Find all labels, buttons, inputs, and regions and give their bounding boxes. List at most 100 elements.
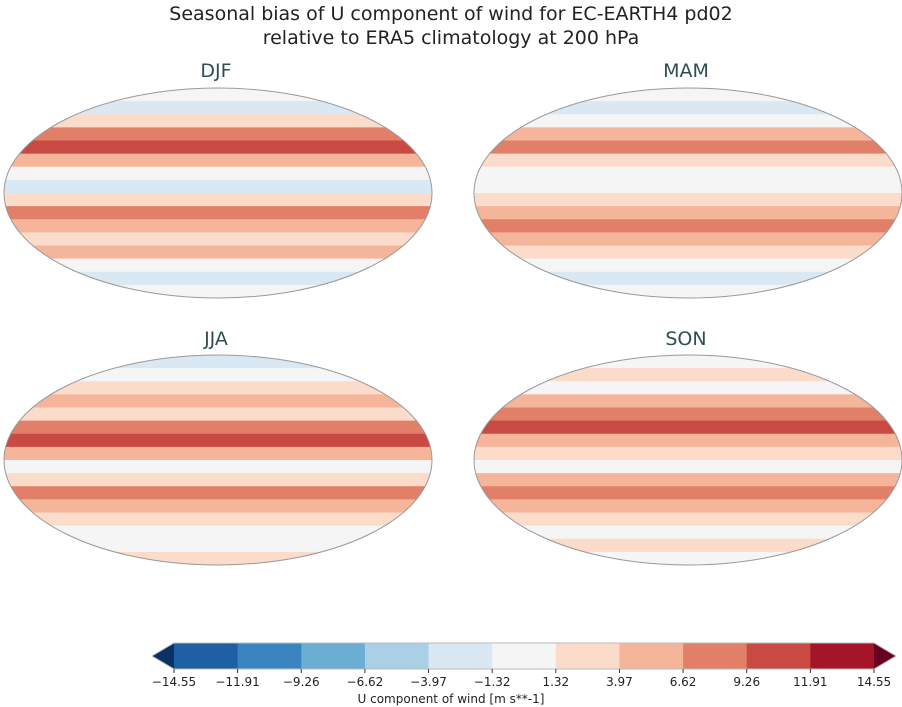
map-panel-jja: [3, 354, 433, 566]
wind-bias-band: [4, 232, 432, 247]
wind-bias-band: [4, 394, 432, 409]
colorbar-tick-label: −14.55: [151, 675, 197, 689]
colorbar-tick-label: 11.91: [793, 675, 828, 689]
wind-bias-band: [4, 258, 432, 273]
wind-bias-band: [4, 114, 432, 129]
wind-bias-band: [4, 512, 432, 527]
colorbar-segment: [746, 643, 811, 669]
wind-bias-band: [474, 512, 902, 527]
wind-bias-band: [474, 127, 902, 142]
colorbar-extend-high: [874, 643, 896, 669]
colorbar-segment: [683, 643, 748, 669]
wind-bias-band: [474, 460, 902, 475]
colorbar-tick-label: 9.26: [733, 675, 761, 689]
wind-bias-band: [4, 446, 432, 461]
wind-bias-band: [474, 446, 902, 461]
colorbar-extend-low: [152, 643, 174, 669]
wind-bias-band: [474, 499, 902, 514]
wind-bias-band: [474, 394, 902, 409]
wind-bias-band: [474, 271, 902, 286]
colorbar-tick-label: 14.55: [856, 675, 892, 689]
wind-bias-band: [4, 407, 432, 422]
wind-bias-band: [4, 368, 432, 383]
colorbar-segment: [619, 643, 684, 669]
wind-bias-band: [474, 245, 902, 260]
wind-bias-band: [4, 206, 432, 221]
colorbar-tick-label: −9.26: [282, 675, 320, 689]
wind-bias-band: [474, 525, 902, 540]
colorbar-tick-label: −6.62: [346, 675, 384, 689]
wind-bias-band: [474, 193, 902, 208]
map-boundary: [473, 87, 902, 299]
wind-bias-band: [474, 355, 902, 370]
wind-bias-band: [474, 232, 902, 247]
map-panel-son: [473, 354, 902, 566]
wind-bias-band: [4, 551, 432, 565]
colorbar-segment: [237, 643, 302, 669]
colorbar-tick-label: −11.91: [215, 675, 260, 689]
map-panel-mam: [473, 87, 902, 299]
wind-bias-band: [4, 179, 432, 194]
colorbar-tick-label: 3.97: [606, 675, 633, 689]
wind-bias-band: [474, 140, 902, 155]
colorbar-segment: [810, 643, 875, 669]
wind-bias-band: [4, 355, 432, 370]
wind-bias-band: [4, 525, 432, 540]
map-boundary: [3, 87, 433, 299]
wind-bias-band: [474, 88, 902, 103]
panel-label-mam: MAM: [663, 60, 709, 82]
map-boundary: [473, 354, 902, 566]
wind-bias-band: [474, 381, 902, 396]
wind-bias-band: [4, 460, 432, 475]
wind-bias-band: [4, 127, 432, 142]
wind-bias-band: [4, 140, 432, 155]
wind-bias-band: [4, 433, 432, 448]
wind-bias-band: [474, 258, 902, 273]
wind-bias-band: [474, 486, 902, 501]
wind-bias-band: [4, 88, 432, 103]
wind-bias-band: [4, 473, 432, 488]
wind-bias-band: [4, 486, 432, 501]
title-line-2: relative to ERA5 climatology at 200 hPa: [262, 27, 640, 49]
wind-bias-band: [4, 499, 432, 514]
wind-bias-band: [4, 153, 432, 168]
wind-bias-band: [474, 206, 902, 221]
colorbar-segment: [428, 643, 493, 669]
wind-bias-band: [474, 407, 902, 422]
wind-bias-band: [474, 551, 902, 565]
colorbar-tick-label: 1.32: [542, 675, 570, 689]
wind-bias-band: [474, 420, 902, 435]
panel-label-djf: DJF: [200, 60, 232, 82]
wind-bias-band: [474, 219, 902, 234]
title-line-1: Seasonal bias of U component of wind for…: [169, 3, 733, 25]
figure-title: Seasonal bias of U component of wind for…: [0, 2, 902, 50]
wind-bias-band: [474, 433, 902, 448]
map-panel-djf: [3, 87, 433, 299]
colorbar-tick-label: 6.62: [669, 675, 697, 689]
wind-bias-band: [4, 219, 432, 234]
colorbar-segment: [492, 643, 557, 669]
wind-bias-band: [4, 245, 432, 260]
wind-bias-band: [474, 538, 902, 553]
wind-bias-band: [474, 153, 902, 168]
wind-bias-band: [4, 271, 432, 286]
wind-bias-band: [474, 166, 902, 181]
map-boundary: [3, 354, 433, 566]
colorbar: [151, 642, 897, 673]
wind-bias-band: [4, 538, 432, 553]
wind-bias-band: [4, 166, 432, 181]
colorbar-tick-label: −3.97: [410, 675, 447, 689]
wind-bias-band: [4, 284, 432, 298]
wind-bias-band: [4, 381, 432, 396]
colorbar-segment: [555, 643, 620, 669]
colorbar-label: U component of wind [m s**-1]: [357, 692, 545, 706]
panel-label-jja: JJA: [204, 328, 228, 350]
wind-bias-band: [4, 193, 432, 208]
wind-bias-band: [474, 114, 902, 129]
wind-bias-band: [474, 179, 902, 194]
colorbar-tick-label: −1.32: [473, 675, 511, 689]
wind-bias-band: [4, 101, 432, 116]
wind-bias-band: [474, 368, 902, 383]
colorbar-segment: [364, 643, 430, 669]
